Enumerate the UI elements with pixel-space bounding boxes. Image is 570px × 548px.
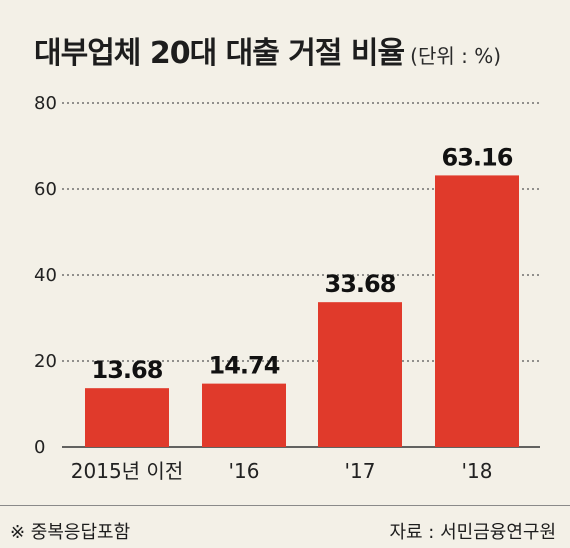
bar-1 bbox=[202, 384, 286, 447]
y-tick-label-40: 40 bbox=[34, 265, 57, 286]
bar-2 bbox=[318, 302, 402, 447]
x-category-label-3: '18 bbox=[462, 459, 493, 483]
y-tick-label-20: 20 bbox=[34, 351, 57, 372]
y-tick-label-60: 60 bbox=[34, 179, 57, 200]
y-tick-label-0: 0 bbox=[34, 437, 45, 458]
x-category-label-0: 2015년 이전 bbox=[71, 459, 183, 483]
footer-divider bbox=[0, 505, 570, 506]
x-category-label-1: '16 bbox=[229, 459, 260, 483]
source-credit: 자료 : 서민금융연구원 bbox=[389, 518, 556, 544]
data-label-3: 63.16 bbox=[442, 143, 513, 171]
footnote: ※ 중복응답포함 bbox=[10, 518, 130, 544]
x-category-label-2: '17 bbox=[345, 459, 376, 483]
bar-chart: 0 20 40 60 80 13.68 2015년 이전 14.74 '16 33.68 '17 6… bbox=[0, 0, 570, 505]
bar-layer bbox=[85, 175, 519, 447]
y-tick-label-80: 80 bbox=[34, 93, 57, 114]
bar-3 bbox=[435, 175, 519, 447]
bar-0 bbox=[85, 388, 169, 447]
data-label-2: 33.68 bbox=[325, 270, 396, 298]
data-label-0: 13.68 bbox=[92, 356, 163, 384]
data-label-1: 14.74 bbox=[209, 352, 280, 380]
